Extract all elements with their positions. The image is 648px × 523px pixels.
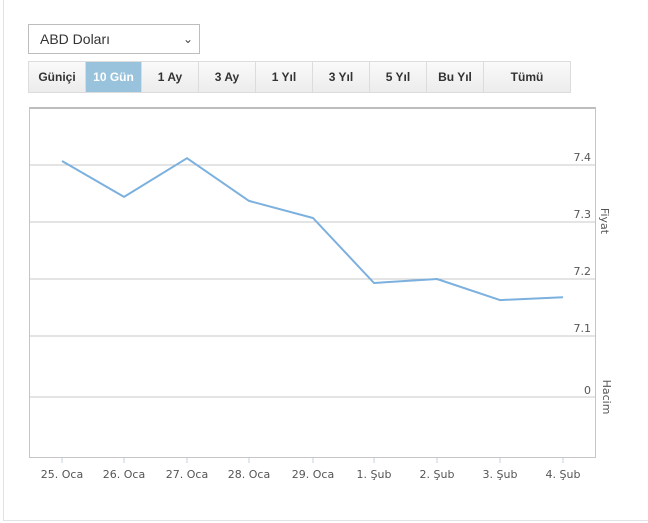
tab-3-yıl[interactable]: 3 Yıl: [313, 62, 370, 92]
tab-güniçi[interactable]: Güniçi: [29, 62, 86, 92]
widget-frame: [3, 0, 648, 521]
volume-tick-label: 0: [584, 384, 591, 397]
x-tick-label: 4. Şub: [546, 468, 581, 481]
price-line: [61, 157, 564, 302]
x-tick-label: 28. Oca: [228, 468, 270, 481]
tab-10-gün[interactable]: 10 Gün: [86, 62, 142, 92]
tab-5-yıl[interactable]: 5 Yıl: [370, 62, 427, 92]
chart-plot-area: [29, 107, 596, 458]
tab-1-ay[interactable]: 1 Ay: [142, 62, 199, 92]
y-tick-label: 7.4: [574, 151, 592, 164]
x-tick-label: 25. Oca: [41, 468, 83, 481]
y-tick-label: 7.1: [574, 322, 592, 335]
y-tick-label: 7.3: [574, 208, 592, 221]
x-tick-label: 29. Oca: [292, 468, 334, 481]
y-tick-label: 7.2: [574, 265, 592, 278]
tab-bu-yıl[interactable]: Bu Yıl: [427, 62, 484, 92]
volume-axis-title: Hacim: [600, 380, 613, 415]
x-tick-label: 2. Şub: [420, 468, 455, 481]
currency-select[interactable]: ABD Doları ⌄: [28, 24, 200, 54]
tab-tümü[interactable]: Tümü: [510, 70, 544, 84]
currency-select-value: ABD Doları: [40, 31, 111, 47]
x-tick-label: 26. Oca: [103, 468, 145, 481]
tab-1-yıl[interactable]: 1 Yıl: [256, 62, 313, 92]
x-tick-label: 27. Oca: [166, 468, 208, 481]
x-tick-label: 3. Şub: [483, 468, 518, 481]
x-tick-label: 1. Şub: [357, 468, 392, 481]
chevron-down-icon: ⌄: [182, 32, 193, 46]
range-tabs: Güniçi 10 Gün 1 Ay 3 Ay 1 Yıl 3 Yıl 5 Yıl Bu Yı…: [28, 61, 571, 93]
price-axis-title: Fiyat: [598, 208, 611, 235]
tab-3-ay[interactable]: 3 Ay: [199, 62, 256, 92]
